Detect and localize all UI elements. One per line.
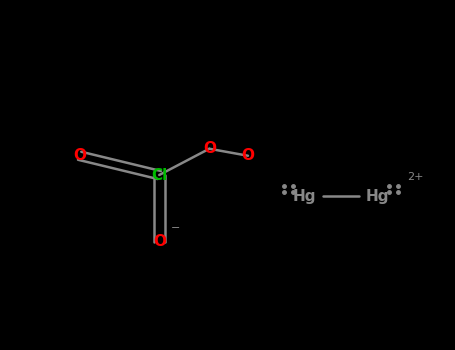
Text: 2+: 2+ (407, 172, 424, 182)
Text: O: O (203, 141, 216, 156)
Text: O: O (242, 148, 254, 163)
Text: O: O (153, 234, 166, 249)
Text: −: − (171, 223, 180, 233)
Text: Hg: Hg (366, 189, 389, 203)
Text: Cl: Cl (151, 168, 167, 182)
Text: O: O (73, 148, 86, 163)
Text: Hg: Hg (293, 189, 317, 203)
